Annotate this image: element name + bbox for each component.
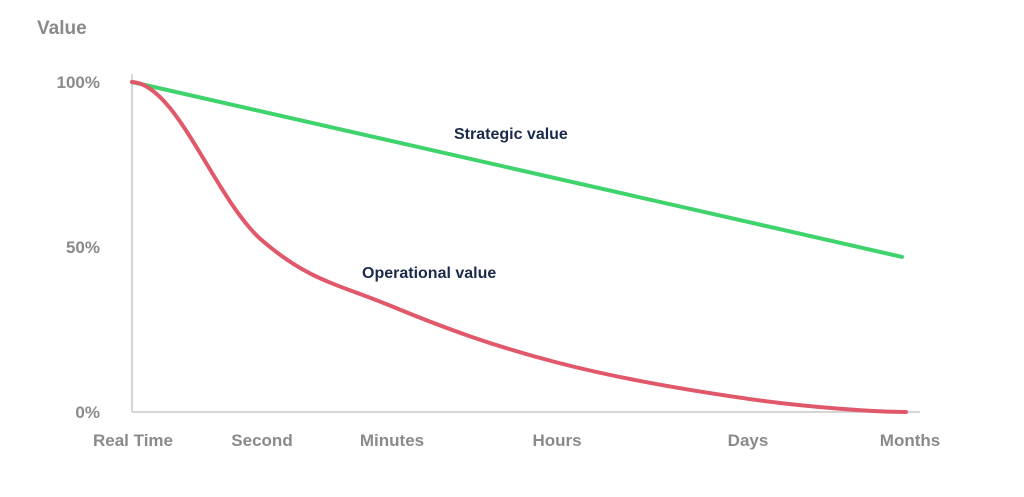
x-tick-label: Minutes [360, 431, 424, 450]
y-tick-label: 50% [66, 238, 100, 257]
series-lines [130, 80, 908, 414]
x-tick-label: Real Time [93, 431, 173, 450]
y-tick-label: 100% [57, 73, 100, 92]
x-tick-label: Hours [532, 431, 581, 450]
series-line-operational-value [130, 80, 908, 414]
series-label-operational-value: Operational value [362, 265, 496, 282]
series-line-strategic-value [130, 80, 904, 259]
axes [131, 74, 920, 413]
y-tick-label: 0% [75, 403, 100, 422]
series-label-strategic-value: Strategic value [454, 126, 568, 143]
x-tick-label: Months [880, 431, 940, 450]
x-tick-label: Second [231, 431, 292, 450]
labels: Value 0% 50% 100% Real Time Second Minutes Hou… [37, 18, 940, 450]
x-tick-label: Days [728, 431, 769, 450]
y-axis-title: Value [37, 18, 87, 39]
